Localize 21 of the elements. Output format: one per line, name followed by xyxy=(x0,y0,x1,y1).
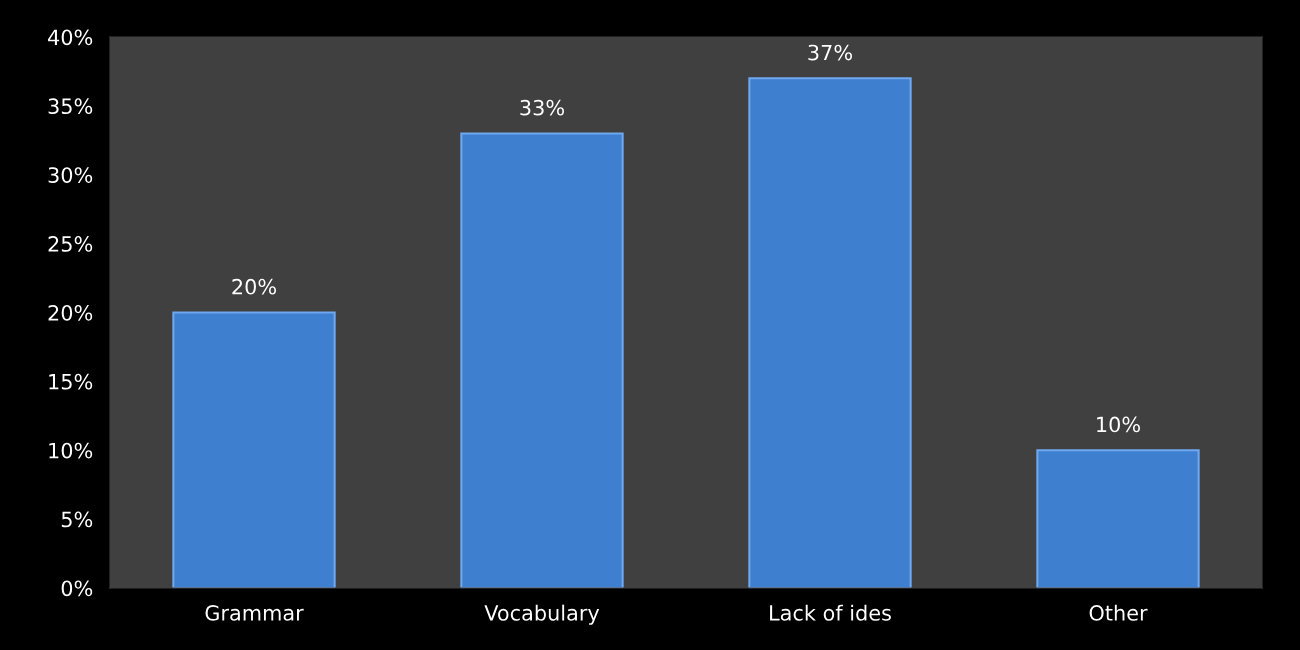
x-tick-label: Grammar xyxy=(205,605,304,621)
y-tick-label: 25% xyxy=(48,236,93,252)
y-tick-label: 15% xyxy=(49,373,93,390)
bar xyxy=(460,132,624,588)
data-label: 37% xyxy=(808,44,852,61)
bar xyxy=(1036,449,1200,588)
data-label: 20% xyxy=(232,278,276,295)
y-tick-label: 10% xyxy=(49,442,93,459)
bar xyxy=(172,311,336,588)
y-tick-label: 20% xyxy=(48,304,93,321)
y-tick-label: 30% xyxy=(48,167,93,183)
bar xyxy=(748,77,912,588)
x-tick-label: Lack of ides xyxy=(770,604,891,621)
data-label: 33% xyxy=(520,99,564,116)
x-tick-label: Vocabulary xyxy=(484,604,600,625)
y-tick-label: 0% xyxy=(61,580,93,597)
y-tick-label: 35% xyxy=(48,98,93,115)
x-tick-label: Other xyxy=(1089,604,1148,621)
data-label: 10% xyxy=(1097,416,1140,433)
y-tick-label: 40% xyxy=(48,29,93,46)
y-tick-label: 5% xyxy=(61,511,93,528)
